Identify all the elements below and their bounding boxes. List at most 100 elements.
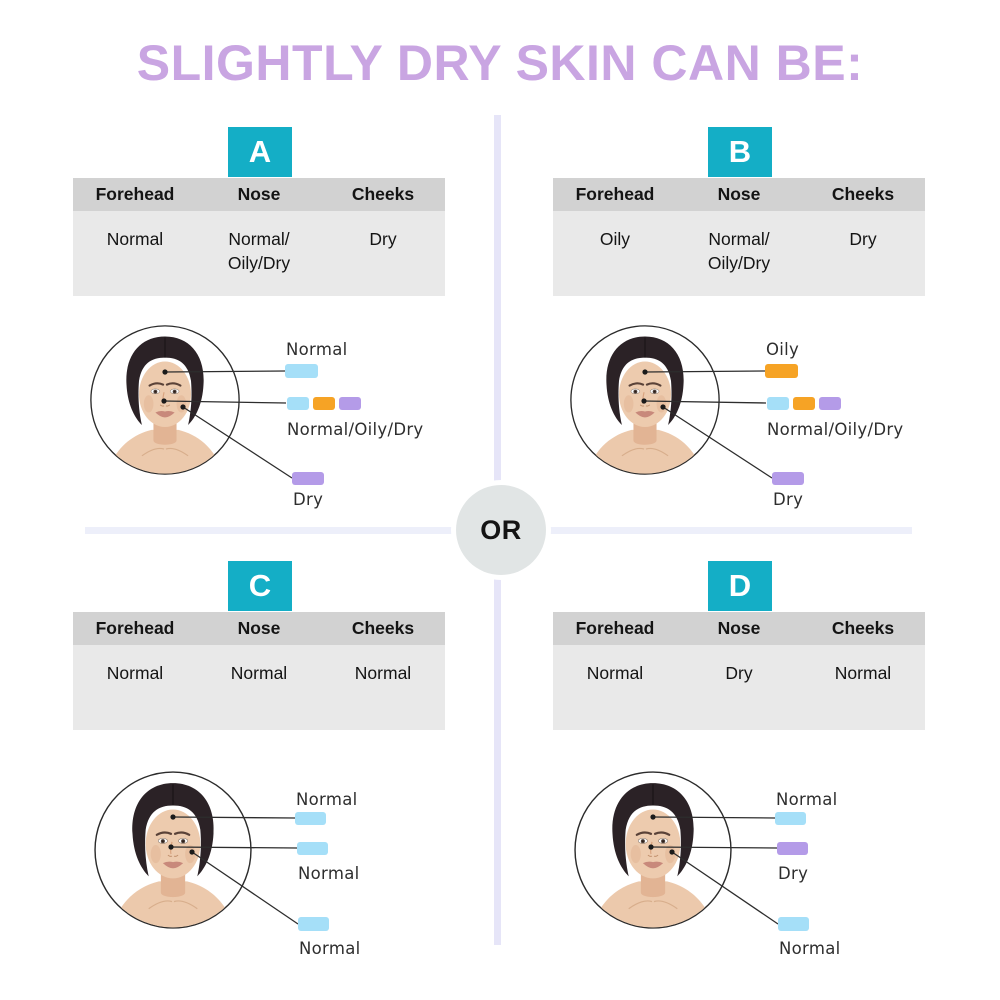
skin-table-a: Forehead Nose Cheeks Normal Normal/Oily/… <box>73 178 445 296</box>
skin-table-d: Forehead Nose Cheeks Normal Dry Normal <box>553 612 925 730</box>
quadrant-a: A Forehead Nose Cheeks Normal Normal/Oil… <box>73 127 473 547</box>
badge-b: B <box>708 127 772 177</box>
header-cheeks: Cheeks <box>831 184 895 204</box>
forehead-swatch <box>285 364 318 378</box>
nose-swatch-normal <box>767 397 789 410</box>
header-forehead: Forehead <box>575 618 655 638</box>
table-header-row: Forehead Nose Cheeks <box>73 178 445 211</box>
cell-cheeks: Normal <box>354 663 412 683</box>
badge-d: D <box>708 561 772 611</box>
cheek-label: Dry <box>773 490 803 509</box>
cheek-label: Dry <box>293 490 323 509</box>
page-title: SLIGHTLY DRY SKIN CAN BE: <box>136 35 864 91</box>
table-header-row: Forehead Nose Cheeks <box>73 612 445 645</box>
forehead-swatch <box>775 812 806 825</box>
face-diagram-d: Normal Dry Normal <box>553 755 841 958</box>
table-value-row: Normal Normal Normal <box>73 645 445 730</box>
nose-callout-line <box>170 846 298 849</box>
cell-nose: Normal/Oily/Dry <box>707 229 771 273</box>
cell-nose: Normal/Oily/Dry <box>227 229 291 273</box>
forehead-dot <box>170 814 176 820</box>
table-value-row: Normal Normal/Oily/Dry Dry <box>73 211 445 296</box>
cheek-callout-line <box>662 406 773 479</box>
nose-callout-line <box>643 400 767 404</box>
nose-swatch-oily <box>313 397 335 410</box>
cheek-swatch <box>772 472 804 485</box>
header-forehead: Forehead <box>95 184 175 204</box>
cell-forehead: Normal <box>586 663 644 683</box>
quadrant-b: B Forehead Nose Cheeks Oily Normal/Oily/… <box>553 127 953 547</box>
nose-swatch-oily <box>793 397 815 410</box>
face-diagram-a: Normal Normal/Oily/Dry Dry <box>73 317 424 509</box>
nose-dot <box>161 398 167 404</box>
badge-a: A <box>228 127 292 177</box>
nose-label: Normal <box>298 864 360 883</box>
table-header-row: Forehead Nose Cheeks <box>553 178 925 211</box>
cheek-dot <box>669 849 675 855</box>
cell-nose: Dry <box>725 663 753 683</box>
skin-table-c: Forehead Nose Cheeks Normal Normal Norma… <box>73 612 445 730</box>
cell-forehead: Normal <box>106 229 164 249</box>
nose-swatch-normal <box>287 397 309 410</box>
cheek-swatch <box>298 917 329 931</box>
forehead-label: Normal <box>296 790 358 809</box>
table-value-row: Oily Normal/Oily/Dry Dry <box>553 211 925 296</box>
nose-dot <box>648 844 654 850</box>
forehead-swatch <box>295 812 326 825</box>
header-cheeks: Cheeks <box>351 184 415 204</box>
quadrant-c: C Forehead Nose Cheeks Normal Normal Nor… <box>73 561 473 981</box>
cheek-callout-line <box>191 851 299 925</box>
badge-c: C <box>228 561 292 611</box>
cell-forehead: Oily <box>599 229 631 249</box>
forehead-dot <box>162 369 168 375</box>
table-header-row: Forehead Nose Cheeks <box>553 612 925 645</box>
cell-forehead: Normal <box>106 663 164 683</box>
forehead-callout-line <box>172 816 296 819</box>
forehead-label: Normal <box>776 790 838 809</box>
header-nose: Nose <box>237 618 281 638</box>
cheek-callout-line <box>671 851 779 925</box>
cheek-dot <box>180 404 186 410</box>
face-photo <box>95 772 251 933</box>
cell-nose: Normal <box>230 663 288 683</box>
nose-dot <box>641 398 647 404</box>
table-value-row: Normal Dry Normal <box>553 645 925 730</box>
quadrant-d: D Forehead Nose Cheeks Normal Dry Normal… <box>553 561 953 981</box>
forehead-dot <box>650 814 656 820</box>
forehead-callout-line <box>652 816 776 819</box>
cheek-label: Normal <box>779 939 841 958</box>
forehead-callout-line <box>644 370 766 373</box>
nose-label: Dry <box>778 864 808 883</box>
nose-swatch-dry <box>339 397 361 410</box>
nose-label: Normal/Oily/Dry <box>287 420 424 439</box>
face-diagram-c: Normal Normal Normal <box>73 755 361 958</box>
cheek-swatch <box>778 917 809 931</box>
cell-cheeks: Dry <box>369 229 397 249</box>
header-nose: Nose <box>717 618 761 638</box>
skin-table-b: Forehead Nose Cheeks Oily Normal/Oily/Dr… <box>553 178 925 296</box>
header-nose: Nose <box>237 184 281 204</box>
header-nose: Nose <box>717 184 761 204</box>
face-diagram-b: Oily Normal/Oily/Dry Dry <box>553 317 904 509</box>
cheek-dot <box>660 404 666 410</box>
forehead-callout-line <box>164 370 286 373</box>
nose-callout-line <box>650 846 778 849</box>
or-connector: OR <box>456 485 546 575</box>
forehead-label: Oily <box>766 340 799 359</box>
cheek-dot <box>189 849 195 855</box>
header-forehead: Forehead <box>575 184 655 204</box>
forehead-label: Normal <box>286 340 348 359</box>
header-cheeks: Cheeks <box>831 618 895 638</box>
nose-dot <box>168 844 174 850</box>
forehead-swatch <box>765 364 798 378</box>
header-forehead: Forehead <box>95 618 175 638</box>
cell-cheeks: Normal <box>834 663 892 683</box>
nose-label: Normal/Oily/Dry <box>767 420 904 439</box>
cheek-label: Normal <box>299 939 361 958</box>
header-cheeks: Cheeks <box>351 618 415 638</box>
forehead-dot <box>642 369 648 375</box>
nose-swatch <box>297 842 328 855</box>
nose-callout-line <box>163 400 287 404</box>
nose-swatch <box>777 842 808 855</box>
